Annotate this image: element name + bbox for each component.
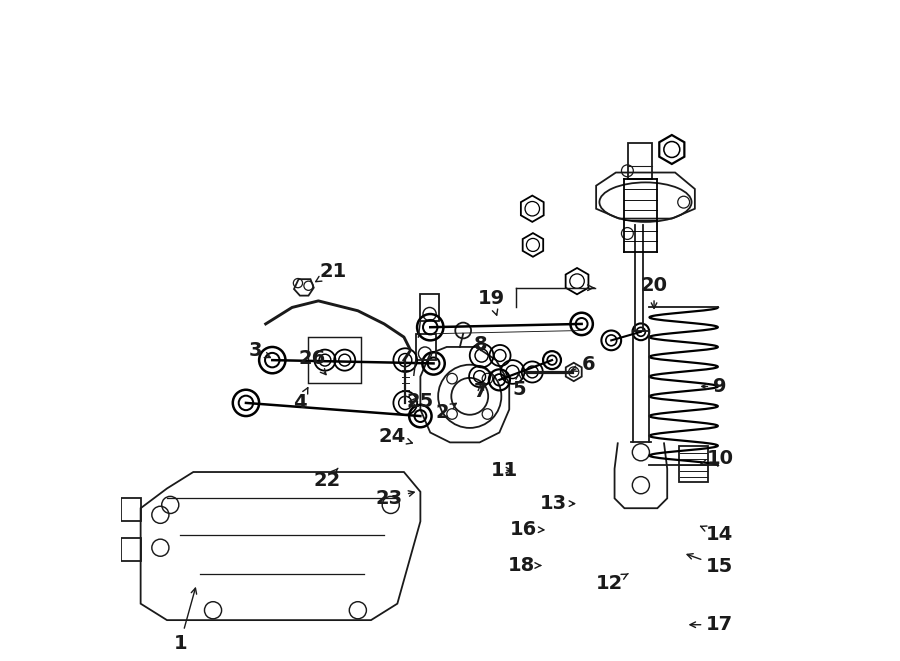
Text: 16: 16 — [510, 520, 544, 539]
Text: 7: 7 — [474, 381, 488, 401]
Text: 20: 20 — [641, 276, 668, 309]
Text: 19: 19 — [478, 290, 505, 315]
Text: 8: 8 — [474, 336, 488, 354]
Text: 15: 15 — [687, 554, 734, 576]
Text: 25: 25 — [407, 392, 434, 411]
Bar — [680, 446, 708, 482]
Text: 3: 3 — [249, 341, 270, 360]
Text: 14: 14 — [700, 525, 734, 544]
Text: 12: 12 — [596, 574, 628, 594]
Text: 1: 1 — [174, 588, 196, 652]
Text: 23: 23 — [376, 489, 414, 508]
Text: 5: 5 — [512, 373, 526, 399]
Text: 2: 2 — [436, 403, 456, 422]
Text: 9: 9 — [702, 377, 726, 396]
Text: 24: 24 — [379, 427, 412, 446]
Text: 26: 26 — [298, 348, 326, 375]
Text: 22: 22 — [313, 468, 340, 490]
Text: 6: 6 — [572, 355, 595, 374]
Text: 21: 21 — [316, 262, 346, 282]
Text: 11: 11 — [491, 461, 518, 479]
Text: 13: 13 — [540, 494, 575, 513]
Bar — [420, 294, 439, 321]
Text: 17: 17 — [690, 615, 734, 634]
Text: 10: 10 — [700, 449, 734, 469]
Bar — [628, 143, 652, 179]
Bar — [309, 337, 361, 383]
Text: 18: 18 — [508, 556, 541, 575]
Bar — [416, 334, 436, 360]
Text: 4: 4 — [293, 387, 308, 412]
